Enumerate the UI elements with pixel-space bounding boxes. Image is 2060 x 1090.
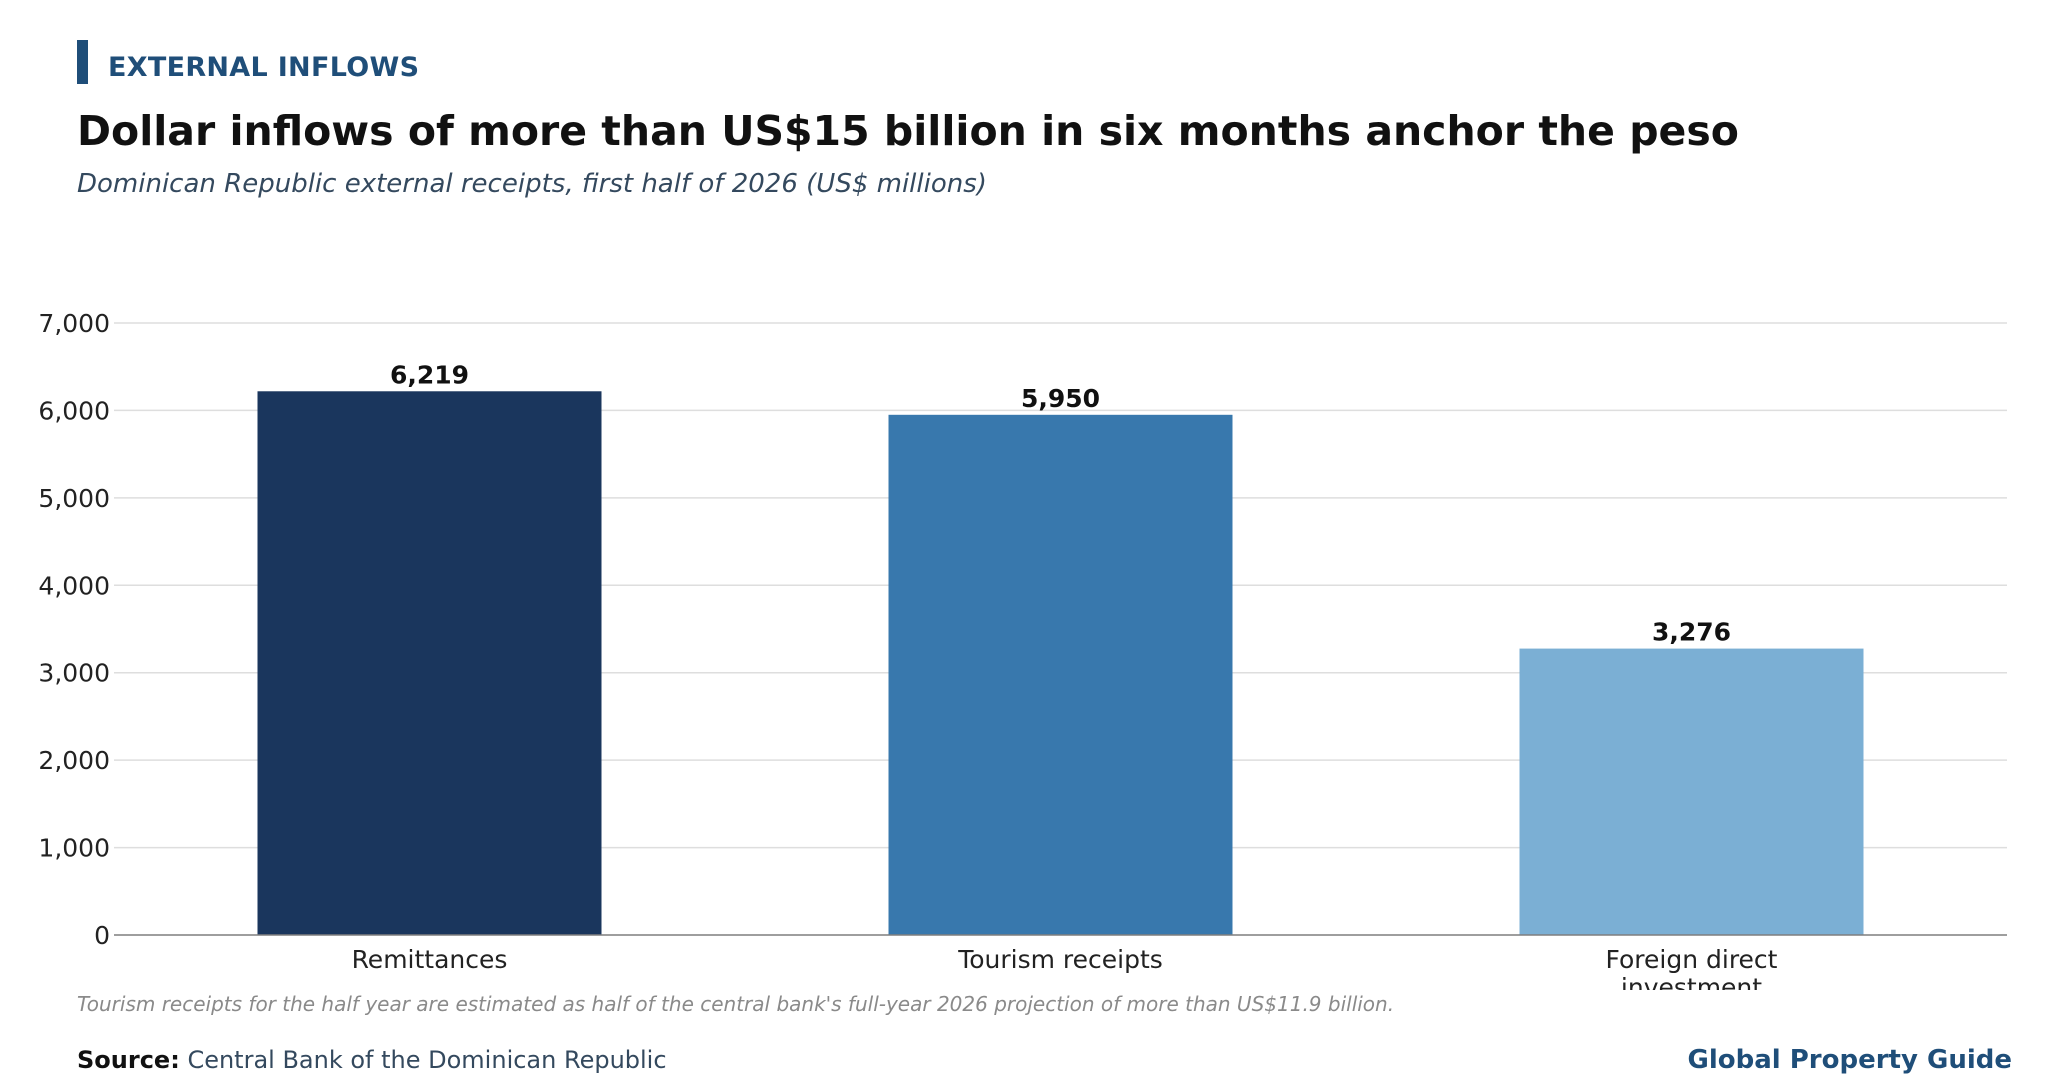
y-tick-label: 4,000	[38, 571, 110, 600]
chart-title: Dollar inflows of more than US$15 billio…	[77, 107, 1739, 155]
y-tick-label: 3,000	[38, 659, 110, 688]
kicker-label: EXTERNAL INFLOWS	[108, 52, 420, 83]
source-line: Source: Central Bank of the Dominican Re…	[77, 1046, 667, 1074]
y-tick-label: 5,000	[38, 484, 110, 513]
y-tick-label: 2,000	[38, 746, 110, 775]
y-tick-label: 0	[94, 921, 110, 950]
bar	[888, 414, 1233, 935]
kicker-accent-bar	[77, 40, 88, 84]
footnote: Tourism receipts for the half year are e…	[77, 992, 1395, 1016]
bars	[257, 391, 1864, 935]
y-tick-label: 6,000	[38, 396, 110, 425]
x-tick-label: Remittances	[352, 945, 508, 974]
brand-logo-text: Global Property Guide	[1687, 1045, 2012, 1075]
bar-value-label: 5,950	[1021, 384, 1100, 413]
source-text: Central Bank of the Dominican Republic	[187, 1046, 667, 1074]
x-tick-label: Foreign direct investment	[1606, 945, 1778, 990]
x-tick-label: Tourism receipts	[957, 945, 1163, 974]
y-tick-label: 1,000	[38, 834, 110, 863]
bar	[1519, 648, 1864, 935]
y-tick-label: 7,000	[38, 309, 110, 338]
value-labels: 6,219 5,950 3,276	[390, 360, 1731, 646]
source-label: Source:	[77, 1046, 180, 1074]
chart-subtitle: Dominican Republic external receipts, fi…	[77, 169, 987, 199]
bar-value-label: 3,276	[1652, 618, 1731, 647]
y-axis-ticks: 0 1,000 2,000 3,000 4,000 5,000 6,000 7,000	[38, 309, 110, 950]
x-axis-ticks: Remittances Tourism receipts Foreign direc…	[352, 945, 1778, 990]
bar	[257, 391, 602, 935]
bar-value-label: 6,219	[390, 360, 469, 389]
bar-chart: 0 1,000 2,000 3,000 4,000 5,000 6,000 7,000 6,2…	[38, 309, 2007, 990]
